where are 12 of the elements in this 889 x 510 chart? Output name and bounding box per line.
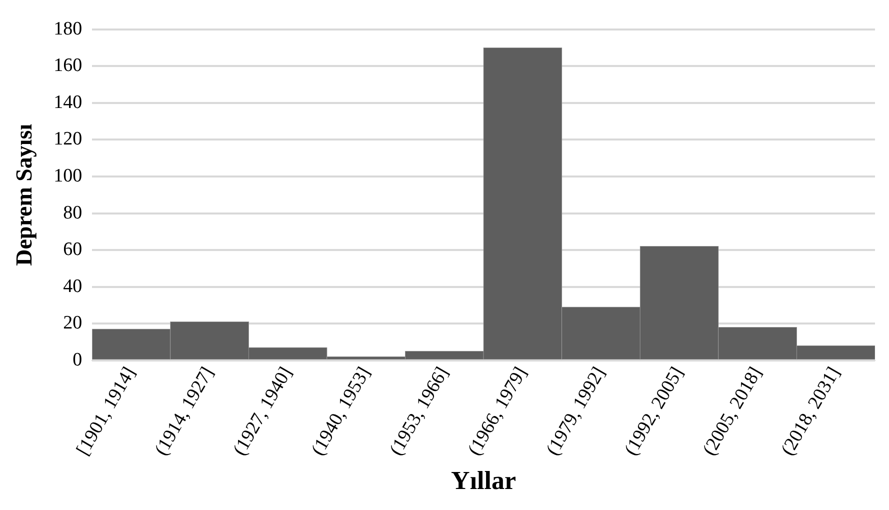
y-tick-label: 180 [54,18,82,40]
y-tick-label: 140 [54,92,82,113]
y-tick-label: 160 [54,55,82,76]
y-tick-label: 0 [72,349,82,370]
y-axis-title: Deprem Sayısı [12,123,37,266]
y-tick-label: 20 [63,312,82,334]
y-tick-label: 100 [54,165,82,186]
y-tick-label: 60 [63,239,82,260]
x-axis-title: Yıllar [451,466,516,496]
y-tick-label: 40 [63,276,82,297]
y-tick-label: 80 [63,202,82,224]
y-tick-label: 120 [54,128,82,150]
